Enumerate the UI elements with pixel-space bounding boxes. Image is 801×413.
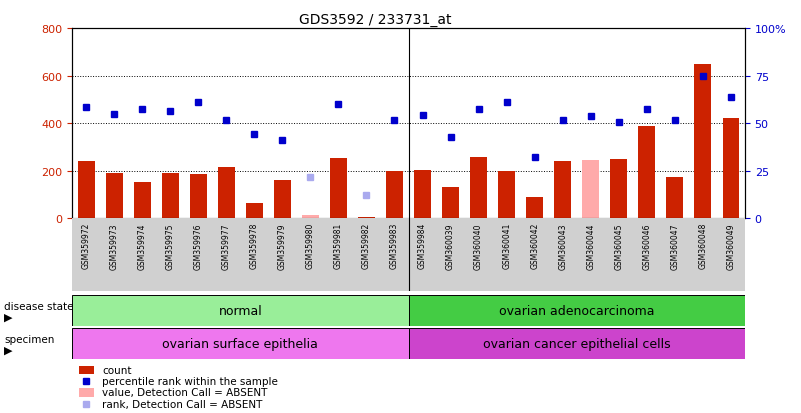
- Text: GSM359973: GSM359973: [110, 223, 119, 269]
- Text: rank, Detection Call = ABSENT: rank, Detection Call = ABSENT: [103, 399, 263, 409]
- Bar: [723, 119, 739, 219]
- Bar: [358, 218, 375, 219]
- Bar: [78, 162, 95, 219]
- Bar: [666, 177, 683, 219]
- Bar: [409, 295, 745, 326]
- Text: GSM359984: GSM359984: [418, 223, 427, 269]
- Text: GSM360044: GSM360044: [586, 223, 595, 269]
- Text: GSM359982: GSM359982: [362, 223, 371, 268]
- Bar: [106, 174, 123, 219]
- Text: GSM359976: GSM359976: [194, 223, 203, 269]
- Bar: [554, 162, 571, 219]
- Bar: [330, 158, 347, 219]
- Bar: [409, 328, 745, 359]
- Text: GSM360041: GSM360041: [502, 223, 511, 269]
- Text: GSM359981: GSM359981: [334, 223, 343, 268]
- Bar: [638, 126, 655, 219]
- Bar: [526, 197, 543, 219]
- Text: ovarian surface epithelia: ovarian surface epithelia: [163, 337, 318, 350]
- Text: GSM360049: GSM360049: [727, 223, 735, 269]
- Bar: [162, 174, 179, 219]
- Bar: [470, 157, 487, 219]
- Text: GSM359972: GSM359972: [82, 223, 91, 269]
- Bar: [694, 64, 711, 219]
- Text: ▶: ▶: [4, 312, 13, 322]
- Bar: [386, 171, 403, 219]
- Bar: [610, 159, 627, 219]
- Text: GSM360045: GSM360045: [614, 223, 623, 269]
- Text: ovarian adenocarcinoma: ovarian adenocarcinoma: [499, 304, 654, 317]
- Bar: [246, 204, 263, 219]
- Bar: [414, 170, 431, 219]
- Text: disease state: disease state: [4, 301, 74, 311]
- Bar: [274, 181, 291, 219]
- Bar: [442, 188, 459, 219]
- Text: GSM359979: GSM359979: [278, 223, 287, 269]
- Bar: [218, 168, 235, 219]
- Text: GSM359980: GSM359980: [306, 223, 315, 269]
- Text: normal: normal: [219, 304, 262, 317]
- Bar: [582, 161, 599, 219]
- Text: GSM359975: GSM359975: [166, 223, 175, 269]
- Bar: [134, 182, 151, 219]
- Text: GSM360042: GSM360042: [530, 223, 539, 269]
- Text: ▶: ▶: [4, 345, 13, 355]
- Text: GSM360046: GSM360046: [642, 223, 651, 269]
- Bar: [302, 215, 319, 219]
- Text: GSM359983: GSM359983: [390, 223, 399, 269]
- Title: GDS3592 / 233731_at: GDS3592 / 233731_at: [299, 12, 451, 26]
- Text: GSM360047: GSM360047: [670, 223, 679, 269]
- Bar: [190, 175, 207, 219]
- Bar: [78, 388, 94, 396]
- Text: ovarian cancer epithelial cells: ovarian cancer epithelial cells: [483, 337, 670, 350]
- Text: value, Detection Call = ABSENT: value, Detection Call = ABSENT: [103, 387, 268, 397]
- Text: GSM360048: GSM360048: [698, 223, 707, 269]
- Bar: [72, 295, 409, 326]
- Bar: [78, 366, 94, 374]
- Bar: [72, 328, 409, 359]
- Text: GSM360043: GSM360043: [558, 223, 567, 269]
- Text: GSM359978: GSM359978: [250, 223, 259, 269]
- Bar: [498, 171, 515, 219]
- Text: GSM360039: GSM360039: [446, 223, 455, 269]
- Text: count: count: [103, 365, 132, 375]
- Text: specimen: specimen: [4, 334, 54, 344]
- Text: GSM360040: GSM360040: [474, 223, 483, 269]
- Text: GSM359977: GSM359977: [222, 223, 231, 269]
- Text: percentile rank within the sample: percentile rank within the sample: [103, 376, 278, 386]
- Text: GSM359974: GSM359974: [138, 223, 147, 269]
